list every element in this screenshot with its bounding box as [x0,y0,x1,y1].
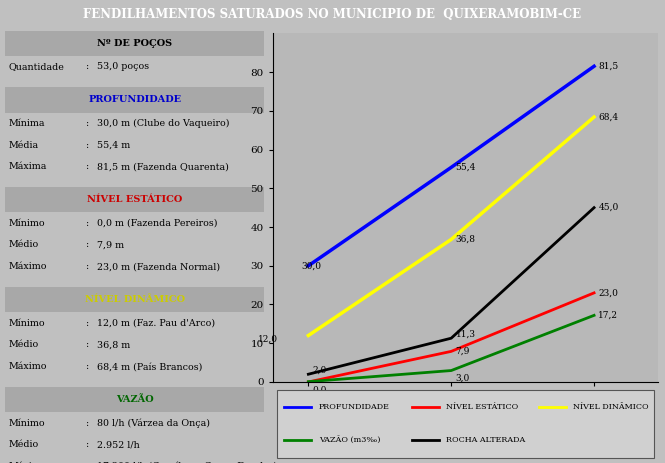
Bar [5,187,264,213]
Bar [5,387,264,412]
Text: 3,0: 3,0 [456,374,469,383]
Text: 80 l/h (Várzea da Onça): 80 l/h (Várzea da Onça) [97,418,210,428]
Text: :: : [84,262,88,271]
Text: Mínimo: Mínimo [8,419,45,427]
Text: :: : [84,240,88,250]
Text: 12,0: 12,0 [259,335,279,344]
Text: 12,0 m (Faz. Pau d'Arco): 12,0 m (Faz. Pau d'Arco) [97,319,215,328]
Text: :: : [84,163,88,171]
Text: Máximo: Máximo [8,262,47,271]
Text: PROFUNDIDADE: PROFUNDIDADE [88,95,182,105]
Text: ROCHA ALTERADA: ROCHA ALTERADA [446,436,525,444]
Text: 2,0: 2,0 [313,366,327,375]
Bar [5,31,264,56]
Text: FENDILHAMENTOS SATURADOS NO MUNICIPIO DE  QUIXERAMOBIM-CE: FENDILHAMENTOS SATURADOS NO MUNICIPIO DE… [83,8,582,21]
Text: NÍVEL ESTÁTICO: NÍVEL ESTÁTICO [446,403,519,411]
Text: 81,5: 81,5 [598,62,618,71]
Bar [5,287,264,313]
Text: Máxima: Máxima [8,163,47,171]
Text: 0,0 m (Fazenda Pereiros): 0,0 m (Fazenda Pereiros) [97,219,217,228]
Text: 30,0 m (Clube do Vaqueiro): 30,0 m (Clube do Vaqueiro) [97,119,229,128]
Text: :: : [84,440,88,449]
Text: 68,4 m (País Brancos): 68,4 m (País Brancos) [97,362,202,371]
Bar [5,88,264,113]
Text: 36,8 m: 36,8 m [97,340,130,350]
Text: VAZÃO: VAZÃO [116,395,154,404]
Text: 11,3: 11,3 [456,330,475,339]
Text: 7,9 m: 7,9 m [97,240,124,250]
Text: Mínimo: Mínimo [8,319,45,328]
Text: Médio: Médio [8,440,39,449]
Text: :: : [84,419,88,427]
Text: Nº DE POÇOS: Nº DE POÇOS [97,39,172,48]
Text: NÍVEL DINÂMICO: NÍVEL DINÂMICO [573,403,649,411]
Text: 23,0: 23,0 [598,288,618,297]
Text: :: : [84,63,88,71]
Text: Quantidade: Quantidade [8,63,64,71]
Text: Máximo: Máximo [8,462,47,463]
Text: 7,9: 7,9 [456,347,470,356]
Text: :: : [84,462,88,463]
Text: 55,4: 55,4 [456,163,476,172]
Text: 17,2: 17,2 [598,311,618,320]
Text: :: : [84,141,88,150]
Text: Médio: Médio [8,240,39,250]
Text: 68,4: 68,4 [598,113,618,121]
Text: 23,0 m (Fazenda Normal): 23,0 m (Fazenda Normal) [97,262,220,271]
Text: Mínima: Mínima [8,119,45,128]
Text: PROFUNDIDADE: PROFUNDIDADE [319,403,390,411]
Text: 81,5 m (Fazenda Quarenta): 81,5 m (Fazenda Quarenta) [97,163,229,171]
Text: :: : [84,340,88,350]
Text: :: : [84,319,88,328]
Text: 0,0: 0,0 [313,385,327,394]
Text: NÍVEL ESTÁTICO: NÍVEL ESTÁTICO [87,195,182,204]
Text: 2.952 l/h: 2.952 l/h [97,440,140,449]
Text: :: : [84,119,88,128]
Text: 17.200 l/h (Caraíbas - Grupo Escolar): 17.200 l/h (Caraíbas - Grupo Escolar) [97,462,277,463]
Text: 0,0: 0,0 [313,393,327,402]
Text: NÍVEL DINÂMICO: NÍVEL DINÂMICO [84,295,185,304]
Text: 53,0 poços: 53,0 poços [97,63,149,71]
Text: 45,0: 45,0 [598,203,618,212]
Text: Médio: Médio [8,340,39,350]
Text: VAZÃO (m3‰): VAZÃO (m3‰) [319,436,380,444]
Text: :: : [84,219,88,228]
Text: 55,4 m: 55,4 m [97,141,130,150]
Text: 30,0: 30,0 [301,261,321,270]
Text: Máximo: Máximo [8,362,47,371]
Text: Mínimo: Mínimo [8,219,45,228]
Text: :: : [84,362,88,371]
Text: Média: Média [8,141,38,150]
Text: 36,8: 36,8 [456,235,475,244]
